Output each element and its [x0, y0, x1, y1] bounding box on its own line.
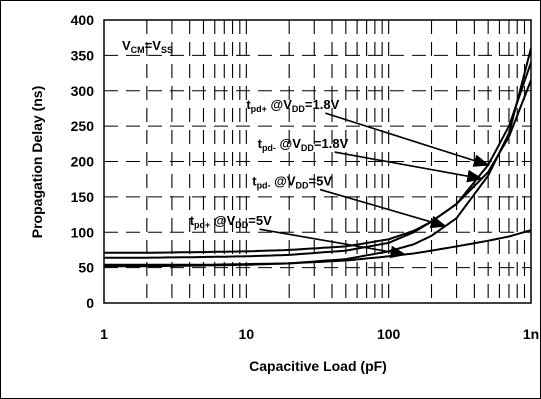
series-arrow-tpd_plus_5v	[259, 228, 407, 259]
x-tick-label: 100	[377, 326, 401, 342]
x-tick-labels: 1 10 100 1n	[100, 326, 539, 342]
y-tick-label: 250	[71, 118, 95, 134]
series-label-part: pd+	[251, 104, 267, 114]
series-label-part: DD	[235, 220, 248, 230]
series-label-part: =1.8V	[305, 97, 340, 112]
condition-label-part: SS	[161, 45, 173, 55]
condition-label: VCM=VSS	[122, 38, 173, 55]
y-tick-label: 100	[71, 224, 95, 240]
series-label-part: =1.8V	[314, 136, 349, 151]
x-tick-label: 1	[100, 326, 108, 342]
series-label-part: pd+	[194, 220, 210, 230]
y-tick-label: 350	[71, 47, 95, 63]
series-line-tpd_plus_5v	[104, 229, 531, 266]
series-arrow-tpd_minus_5v	[319, 188, 447, 229]
y-tick-label: 50	[78, 260, 94, 276]
series-label-part: t	[190, 213, 195, 228]
y-tick-label: 150	[71, 189, 95, 205]
y-tick-label: 300	[71, 83, 95, 99]
series-label-part: DD	[296, 181, 309, 191]
series-label-part: @V	[276, 136, 301, 151]
y-tick-label: 0	[86, 295, 94, 311]
series-label-tpd_plus_1v8: tpd+ @VDD=1.8V	[246, 97, 339, 114]
series-label-part: t	[252, 174, 257, 189]
condition-label-part: CM	[131, 45, 145, 55]
series-lines	[104, 48, 531, 268]
series-label-part: DD	[292, 104, 305, 114]
series-label-part: pd-	[262, 143, 276, 153]
y-tick-label: 400	[71, 12, 95, 28]
condition-label-part: =V	[145, 38, 162, 53]
x-tick-label: 10	[239, 326, 255, 342]
series-line-tpd_minus_1v8	[104, 79, 531, 259]
series-label-part: DD	[301, 143, 314, 153]
series-label-part: =5V	[248, 213, 272, 228]
condition-label-part: V	[122, 38, 131, 53]
series-label-part: =5V	[309, 174, 333, 189]
series-label-tpd_plus_5v: tpd+ @VDD=5V	[190, 213, 272, 230]
series-label-part: @V	[271, 174, 296, 189]
grid	[104, 20, 531, 303]
series-label-tpd_minus_1v8: tpd- @VDD=1.8V	[258, 136, 349, 153]
plot-area	[103, 19, 532, 304]
series-label-part: @V	[210, 213, 235, 228]
series-arrow-tpd_minus_1v8	[334, 151, 484, 183]
series-label-tpd_minus_5v: tpd- @VDD=5V	[252, 174, 332, 191]
series-label-part: pd-	[257, 181, 271, 191]
series-label-part: t	[258, 136, 263, 151]
series-line-tpd_minus_5v	[104, 48, 531, 268]
series-label-part: @V	[267, 97, 292, 112]
y-axis-label: Propagation Delay (ns)	[29, 86, 45, 238]
y-tick-labels: 0 50 100 150 200 250 300 350 400	[71, 12, 95, 311]
x-axis-label: Capacitive Load (pF)	[249, 358, 387, 374]
series-label-part: t	[246, 97, 251, 112]
y-tick-label: 200	[71, 154, 95, 170]
x-tick-label: 1n	[523, 326, 539, 342]
series-arrow-tpd_plus_1v8	[325, 112, 490, 167]
